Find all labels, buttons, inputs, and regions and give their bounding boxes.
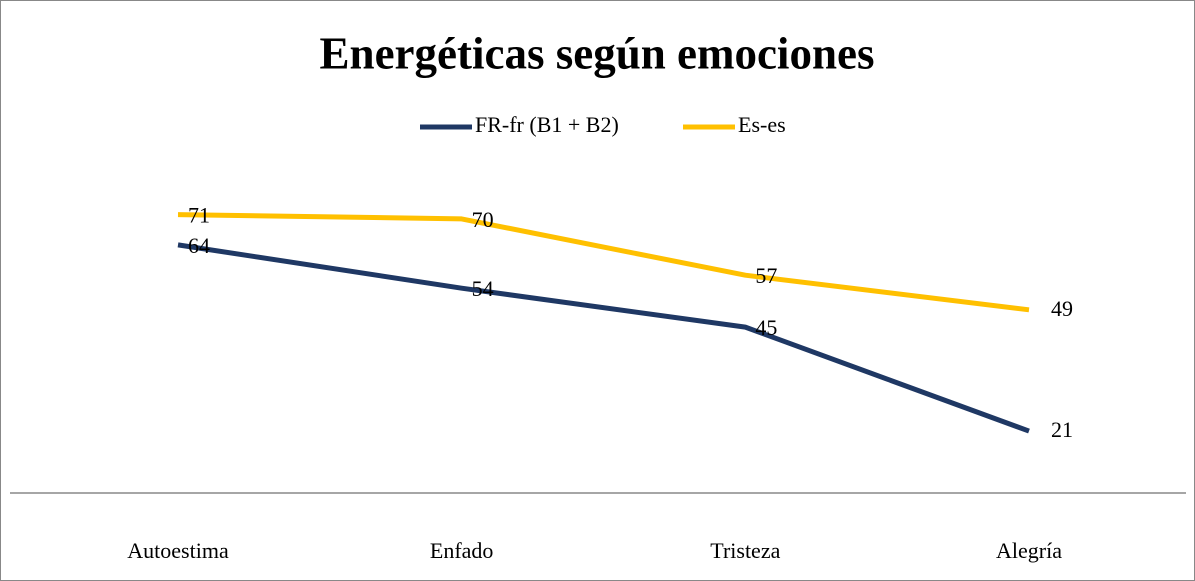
x-tick-label: Alegría	[996, 538, 1062, 563]
data-label: 57	[755, 263, 777, 288]
data-label: 70	[472, 207, 494, 232]
data-label: 49	[1051, 296, 1073, 321]
x-tick-label: Tristeza	[710, 538, 780, 563]
data-label: 45	[755, 315, 777, 340]
data-label: 54	[472, 276, 494, 301]
data-label: 21	[1051, 417, 1073, 442]
data-label: 71	[188, 203, 210, 228]
x-tick-label: Autoestima	[127, 538, 229, 563]
x-tick-label: Enfado	[430, 538, 494, 563]
chart-title: Energéticas según emociones	[320, 28, 875, 78]
legend-label: Es-es	[738, 112, 786, 137]
series-line	[177, 242, 1030, 434]
legend-label: FR-fr (B1 + B2)	[475, 112, 619, 137]
series-line	[177, 212, 1030, 313]
data-label: 64	[188, 233, 210, 258]
